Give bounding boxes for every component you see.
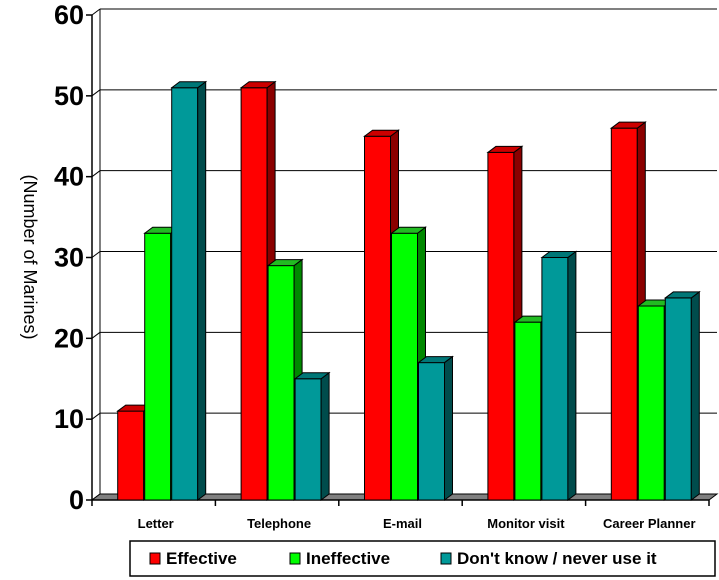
gridline-depth bbox=[91, 170, 101, 178]
gridline-depth bbox=[91, 331, 101, 339]
x-tick-label: Career Planner bbox=[603, 516, 696, 531]
x-tick-label: E-mail bbox=[383, 516, 422, 531]
gridline-depth bbox=[91, 251, 101, 258]
bar bbox=[170, 80, 208, 501]
bar bbox=[663, 290, 701, 501]
bar-top bbox=[170, 81, 208, 89]
y-tick-label: 10 bbox=[54, 404, 84, 434]
legend-swatch bbox=[440, 552, 452, 565]
gridline-depth bbox=[91, 412, 101, 420]
bar-front bbox=[364, 135, 391, 501]
bar-front bbox=[418, 362, 445, 501]
bar-front bbox=[514, 321, 542, 501]
y-tick-label: 0 bbox=[69, 485, 84, 515]
x-tick-label: Telephone bbox=[247, 516, 311, 531]
legend-swatch bbox=[149, 552, 161, 565]
y-tick-label: 60 bbox=[54, 0, 84, 30]
bar-side bbox=[690, 290, 700, 501]
bar-top bbox=[363, 129, 400, 137]
legend-box bbox=[129, 540, 716, 577]
bar-side bbox=[197, 80, 207, 501]
bar-front bbox=[117, 410, 145, 501]
y-tick-label: 20 bbox=[54, 323, 84, 353]
bar-top bbox=[417, 356, 454, 364]
x-tick-label: Monitor visit bbox=[487, 516, 565, 531]
x-tick-label: Letter bbox=[138, 516, 174, 531]
bar-front bbox=[267, 265, 295, 501]
legend: Effective Ineffective Don't know / never u… bbox=[129, 540, 716, 577]
bar-front bbox=[664, 297, 692, 501]
gridline-depth bbox=[91, 89, 101, 97]
bar-front bbox=[240, 87, 268, 501]
bar-top bbox=[239, 81, 277, 89]
legend-swatch bbox=[289, 552, 301, 565]
bar-top bbox=[390, 226, 427, 234]
bar bbox=[417, 355, 454, 501]
bar bbox=[540, 250, 578, 501]
y-tick-label: 50 bbox=[54, 81, 84, 111]
bar-top bbox=[609, 121, 647, 129]
bar-side bbox=[567, 250, 577, 501]
bar-front bbox=[294, 378, 322, 501]
bar bbox=[636, 299, 674, 501]
legend-label: Effective bbox=[166, 549, 237, 568]
bar bbox=[293, 371, 331, 501]
bar-front bbox=[541, 257, 569, 501]
y-axis-label: (Number of Marines) bbox=[20, 174, 40, 339]
tick-labels: 0 10 20 30 40 50 60 Letter Telephone E-mail Monito… bbox=[54, 0, 696, 531]
bar-front bbox=[610, 127, 638, 501]
bar-front bbox=[144, 232, 172, 501]
bar-front bbox=[637, 305, 665, 501]
bar-top bbox=[663, 291, 701, 299]
bar-top bbox=[540, 251, 578, 258]
bar-side bbox=[444, 355, 453, 501]
legend-label: Ineffective bbox=[306, 549, 390, 568]
y-tick-label: 30 bbox=[54, 243, 84, 273]
legend-label: Don't know / never use it bbox=[457, 549, 657, 568]
bar-top bbox=[486, 145, 524, 153]
bar-side bbox=[320, 371, 330, 501]
y-tick-label: 40 bbox=[54, 162, 84, 192]
bar-front bbox=[391, 232, 418, 501]
bar-top bbox=[266, 259, 304, 267]
bar-front bbox=[171, 87, 199, 501]
gridline-depth bbox=[91, 8, 101, 16]
bar-front bbox=[487, 151, 515, 501]
bar-top bbox=[293, 372, 331, 380]
bars bbox=[116, 80, 701, 501]
